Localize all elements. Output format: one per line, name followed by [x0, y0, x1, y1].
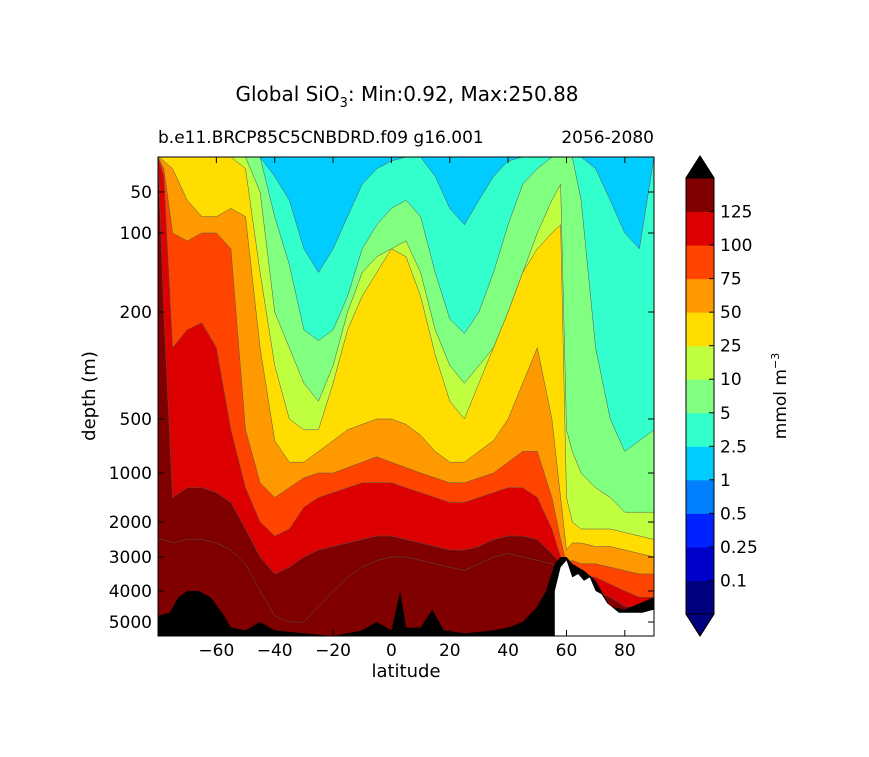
y-tick-label: 200 [120, 303, 152, 323]
x-tick-label: 20 [439, 641, 461, 661]
y-tick-label: 4000 [109, 582, 152, 602]
colorbar-tick-label: 75 [720, 270, 742, 290]
x-tick-label: 60 [556, 641, 578, 661]
colorbar-segment [686, 513, 714, 548]
colorbar-segment [686, 245, 714, 280]
colorbar-extend-top [685, 155, 715, 179]
contour-band-10 [158, 539, 654, 636]
colorbar-tick-label: 50 [720, 303, 742, 323]
x-tick-label: 40 [497, 641, 519, 661]
colorbar-label: mmol m−3 [769, 353, 791, 439]
y-axis: 50 100 200 500 1000 2000 3000 4000 5000 [109, 183, 654, 633]
colorbar: 0.1 0.25 0.5 1 2.5 5 10 25 50 75 100 125 [685, 155, 758, 637]
y-tick-label: 100 [120, 224, 152, 244]
x-tick-label: −20 [315, 641, 351, 661]
contour-band-8 [158, 157, 654, 636]
ocean-floor-mask [158, 557, 654, 636]
colorbar-extend-bottom [685, 613, 715, 637]
land-mask [554, 560, 654, 636]
colorbar-segment [686, 278, 714, 313]
y-tick-label: 3000 [109, 548, 152, 568]
colorbar-outline [685, 155, 715, 637]
colorbar-segment [686, 178, 714, 213]
colorbar-segment [686, 479, 714, 514]
colorbar-segment [686, 379, 714, 414]
chart-subtitle-right: 2056-2080 [561, 128, 654, 148]
y-tick-label: 1000 [109, 464, 152, 484]
plot-area [157, 156, 655, 637]
colorbar-tick-label: 25 [720, 337, 742, 357]
colorbar-segment [686, 580, 714, 615]
y-tick-label: 50 [130, 183, 152, 203]
colorbar-tick-label: 0.25 [720, 538, 758, 558]
colorbar-segment [686, 412, 714, 447]
x-tick-label: 80 [614, 641, 636, 661]
colorbar-tick-label: 1 [720, 471, 731, 491]
colorbar-segment [686, 446, 714, 481]
y-tick-label: 5000 [109, 613, 152, 633]
colorbar-tick-label: 5 [720, 404, 731, 424]
chart-subtitle-left: b.e11.BRCP85C5CNBDRD.f09 g16.001 [158, 128, 484, 148]
chart-title: Global SiO3: Min:0.92, Max:250.88 [235, 82, 578, 111]
colorbar-tick-label: 0.5 [720, 504, 747, 524]
colorbar-tick-label: 0.1 [720, 571, 747, 591]
y-tick-label: 500 [120, 410, 152, 430]
colorbar-tick-label: 2.5 [720, 437, 747, 457]
colorbar-segment [686, 211, 714, 246]
x-axis-label: latitude [371, 661, 440, 682]
colorbar-segment [686, 312, 714, 347]
colorbar-segment [686, 546, 714, 581]
plot-border [157, 156, 655, 637]
y-axis-label: depth (m) [79, 351, 100, 441]
x-axis: −60 −40 −20 0 20 40 60 80 [198, 157, 636, 661]
x-tick-label: −40 [257, 641, 293, 661]
colorbar-tick-label: 125 [720, 203, 752, 223]
x-tick-label: 0 [386, 641, 397, 661]
x-tick-label: −60 [198, 641, 234, 661]
colorbar-tick-label: 10 [720, 370, 742, 390]
y-tick-label: 2000 [109, 513, 152, 533]
colorbar-tick-label: 100 [720, 236, 752, 256]
colorbar-segment [686, 345, 714, 380]
